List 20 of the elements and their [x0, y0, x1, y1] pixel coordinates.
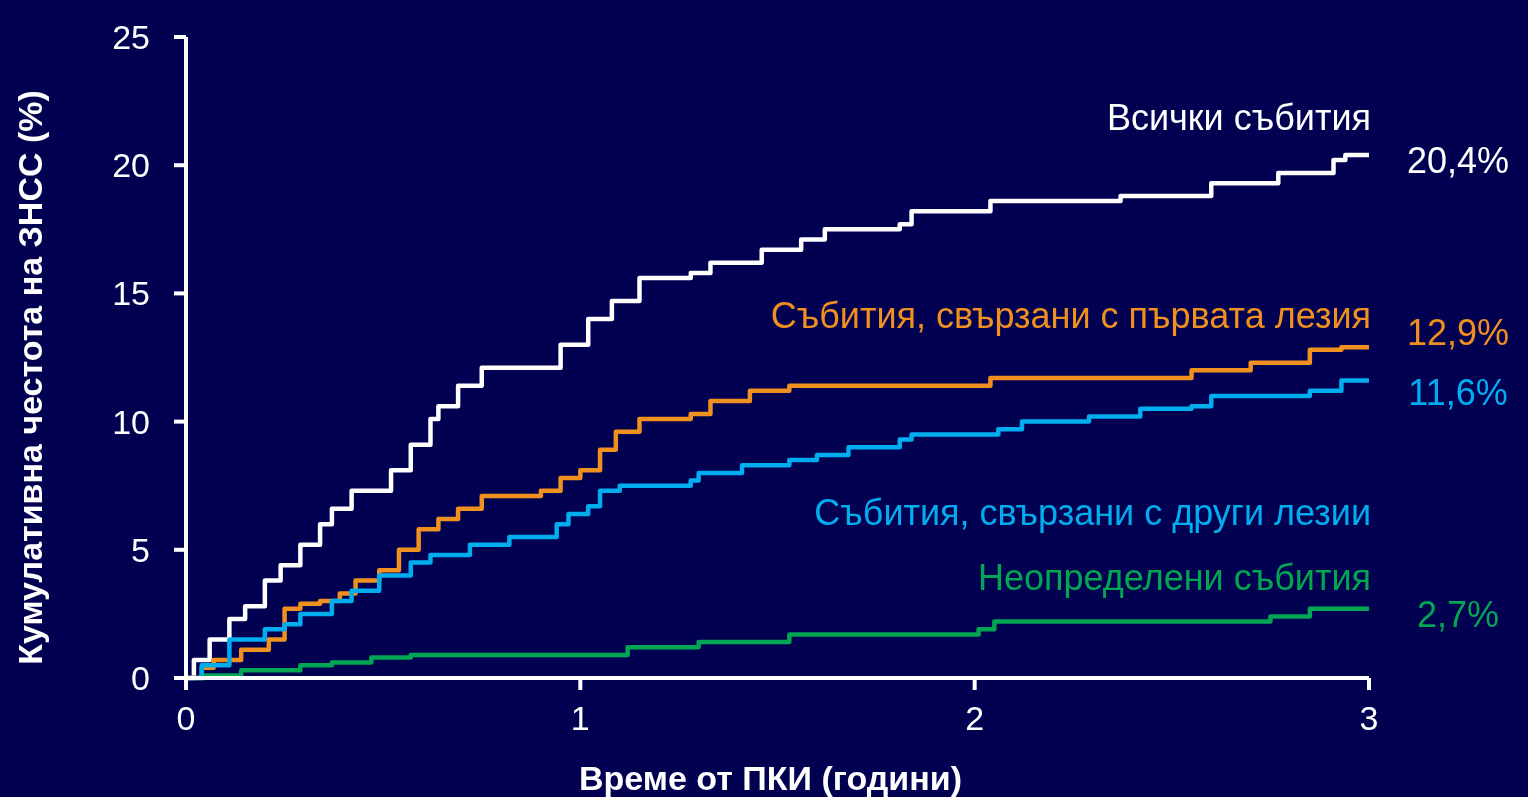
data-label: 12,9%: [1406, 312, 1510, 354]
x-tick-label: 0: [176, 699, 196, 737]
y-tick-label: 10: [112, 402, 150, 441]
series-label: Неопределени събития: [978, 557, 1371, 598]
y-axis-title: Кумулативна честота на ЗНСС (%): [11, 90, 49, 665]
y-tick-label: 15: [112, 274, 150, 313]
y-tick-label: 25: [112, 17, 150, 56]
data-label: 11,6%: [1408, 371, 1508, 413]
x-tick-label: 3: [1359, 699, 1379, 737]
series-label: Събития, свързани с първата лезия: [770, 295, 1371, 336]
series-label: Всички събития: [1106, 97, 1371, 138]
data-label: 2,7%: [1416, 593, 1500, 635]
y-tick-label: 20: [112, 146, 150, 185]
series-label: Събития, свързани с други лезии: [814, 492, 1371, 533]
x-tick-label: 2: [965, 699, 985, 737]
data-label: 20,4%: [1406, 139, 1510, 181]
x-tick-label: 1: [570, 699, 590, 737]
y-tick-label: 0: [131, 658, 150, 697]
y-tick-label: 5: [131, 530, 150, 569]
x-axis-title: Време от ПКИ (години): [579, 759, 962, 797]
